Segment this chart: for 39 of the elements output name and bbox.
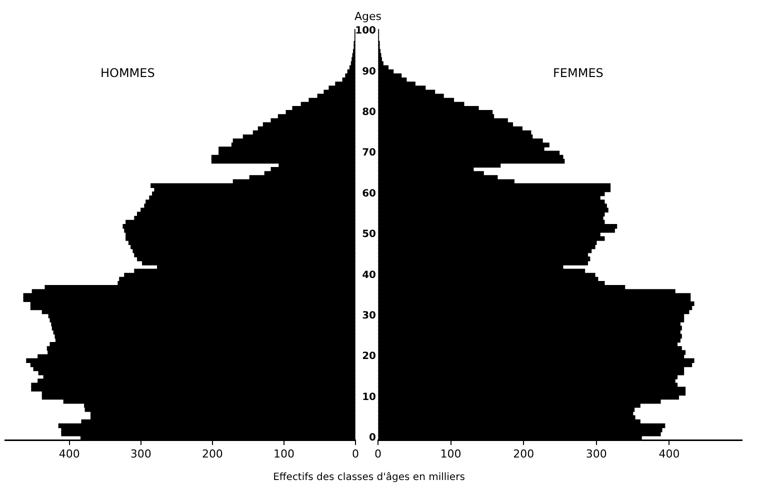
bar xyxy=(140,208,356,212)
x-tick-label: 400 xyxy=(58,447,80,460)
y-tick-label: 0 xyxy=(369,432,376,444)
bar xyxy=(352,57,356,62)
y-tick-label: 50 xyxy=(362,229,376,240)
bar xyxy=(378,411,634,416)
bar xyxy=(378,208,608,212)
bar xyxy=(378,49,381,54)
y-tick-label: 100 xyxy=(355,26,376,37)
bar xyxy=(350,61,356,66)
x-axis-title: Effectifs des classes d'âges en milliers xyxy=(273,472,465,483)
bar xyxy=(378,236,605,241)
y-tick-label: 80 xyxy=(362,107,376,118)
y-tick-label: 90 xyxy=(362,66,376,78)
bar xyxy=(126,236,356,241)
y-axis-title: Ages xyxy=(354,10,382,23)
bar xyxy=(23,297,356,302)
bar xyxy=(378,297,691,302)
bar xyxy=(378,326,682,330)
bar xyxy=(52,326,356,330)
y-tick-label: 70 xyxy=(362,148,376,159)
x-tick-label: 100 xyxy=(273,447,294,460)
bar xyxy=(378,150,560,156)
y-tick-label: 30 xyxy=(362,310,376,322)
x-tick-label: 100 xyxy=(440,447,462,460)
y-tick-label: 20 xyxy=(362,351,376,362)
y-tick-label: 60 xyxy=(362,188,376,200)
x-tick-label: 0 xyxy=(352,447,359,460)
x-tick-label: 300 xyxy=(586,447,607,460)
text: HOMMES xyxy=(100,66,155,80)
bar xyxy=(211,158,356,164)
x-tick-label: 200 xyxy=(202,447,223,460)
x-tick-label: 400 xyxy=(658,447,680,460)
y-tick-label: 40 xyxy=(362,270,376,281)
x-tick-label: 200 xyxy=(513,447,534,460)
bar xyxy=(31,382,356,388)
text: FEMMES xyxy=(553,66,604,80)
x-tick-label: 300 xyxy=(130,447,152,460)
y-tick-label: 10 xyxy=(362,392,376,403)
